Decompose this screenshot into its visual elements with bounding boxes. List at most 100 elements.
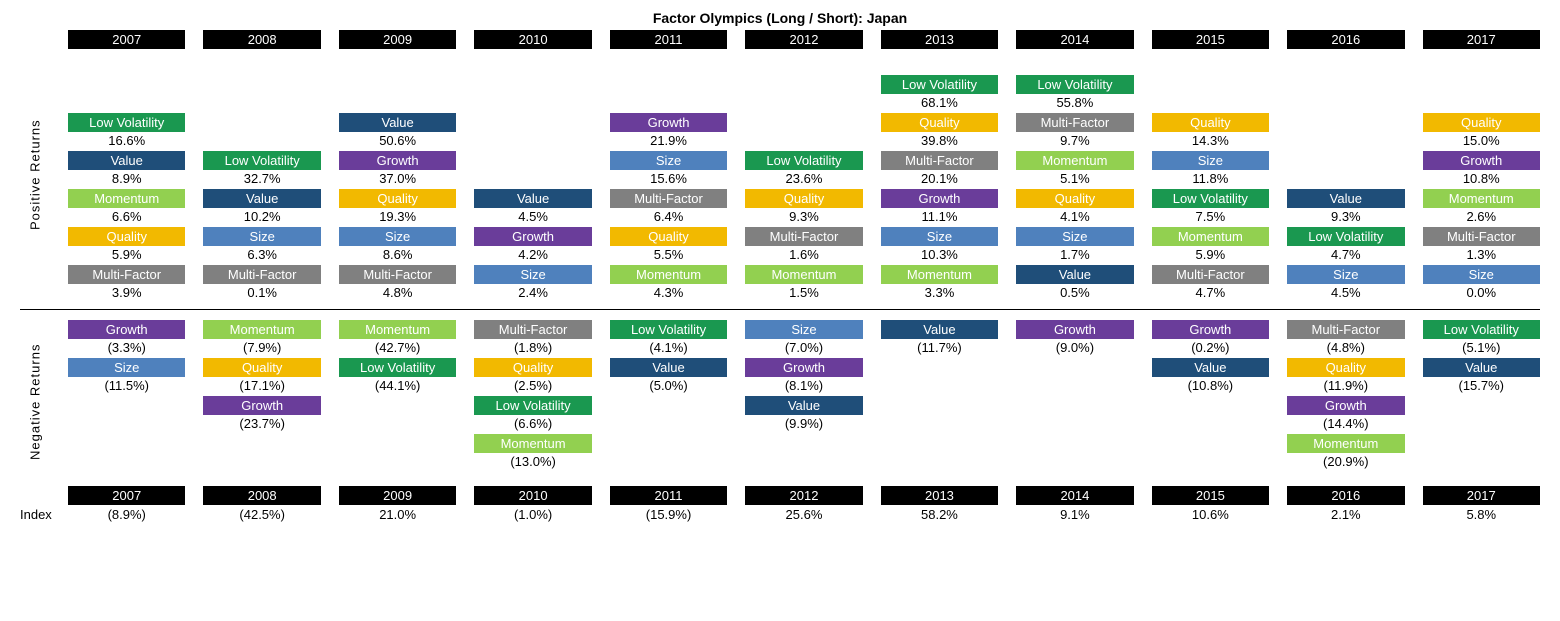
factor-pill: Size [881,227,998,246]
factor-pill: Quality [203,358,320,377]
negative-returns-label: Negative Returns [20,318,50,486]
factor-cell: Multi-Factor3.9% [68,265,185,301]
factor-cell: Low Volatility23.6% [745,151,862,187]
factor-value: 8.9% [68,170,185,187]
factor-cell: Multi-Factor0.1% [203,265,320,301]
factor-pill: Size [68,358,185,377]
factor-value: (9.0%) [1016,339,1133,356]
year-footer: 2010 [474,486,591,505]
factor-value: (11.9%) [1287,377,1404,394]
factor-cell: Value8.9% [68,151,185,187]
factor-pill: Growth [474,227,591,246]
factor-pill: Momentum [610,265,727,284]
section-divider [20,309,1540,310]
factor-value: 10.3% [881,246,998,263]
factor-value: 9.7% [1016,132,1133,149]
factor-pill: Multi-Factor [1152,265,1269,284]
factor-value: (23.7%) [203,415,320,432]
factor-cell: Value(5.0%) [610,358,727,394]
factor-pill: Multi-Factor [610,189,727,208]
factor-pill: Low Volatility [339,358,456,377]
factor-cell: Momentum3.3% [881,265,998,301]
factor-value: 39.8% [881,132,998,149]
factor-pill: Multi-Factor [203,265,320,284]
factor-cell: Momentum2.6% [1423,189,1540,225]
factor-value: 11.1% [881,208,998,225]
factor-cell: Low Volatility7.5% [1152,189,1269,225]
year-footer: 2008 [203,486,320,505]
factor-cell: Size(11.5%) [68,358,185,394]
factor-cell: Multi-Factor20.1% [881,151,998,187]
factor-value: (2.5%) [474,377,591,394]
factor-cell: Multi-Factor4.7% [1152,265,1269,301]
year-footer: 2016 [1287,486,1404,505]
factor-cell: Value4.5% [474,189,591,225]
factor-pill: Size [1287,265,1404,284]
factor-value: 1.6% [745,246,862,263]
factor-value: 32.7% [203,170,320,187]
factor-pill: Growth [881,189,998,208]
year-footer: 2009 [339,486,456,505]
factor-cell: Value(11.7%) [881,320,998,356]
factor-pill: Value [1016,265,1133,284]
factor-cell: Low Volatility16.6% [68,113,185,149]
factor-cell: Size2.4% [474,265,591,301]
negative-column: Size(7.0%)Growth(8.1%)Value(9.9%) [745,318,862,486]
factor-value: (11.7%) [881,339,998,356]
factor-pill: Growth [745,358,862,377]
factor-cell: Growth4.2% [474,227,591,263]
factor-pill: Momentum [1152,227,1269,246]
factor-value: (9.9%) [745,415,862,432]
factor-pill: Quality [339,189,456,208]
factor-value: (44.1%) [339,377,456,394]
factor-cell: Low Volatility55.8% [1016,75,1133,111]
factor-pill: Growth [1423,151,1540,170]
year-header: 2017 [1423,30,1540,49]
factor-cell: Value10.2% [203,189,320,225]
factor-cell: Quality(11.9%) [1287,358,1404,394]
factor-pill: Low Volatility [1152,189,1269,208]
factor-cell: Multi-Factor1.3% [1423,227,1540,263]
factor-cell: Momentum1.5% [745,265,862,301]
factor-pill: Value [1423,358,1540,377]
factor-cell: Low Volatility4.7% [1287,227,1404,263]
index-value: 21.0% [339,505,456,522]
factor-cell: Growth(3.3%) [68,320,185,356]
positive-column: Value50.6%Growth37.0%Quality19.3%Size8.6… [339,49,456,301]
factor-cell: Value(9.9%) [745,396,862,432]
factor-pill: Growth [610,113,727,132]
factor-cell: Size6.3% [203,227,320,263]
factor-pill: Quality [881,113,998,132]
factor-pill: Quality [1287,358,1404,377]
factor-value: 5.5% [610,246,727,263]
factor-pill: Momentum [339,320,456,339]
year-header: 2014 [1016,30,1133,49]
index-value: (42.5%) [203,505,320,522]
factor-value: 1.5% [745,284,862,301]
factor-cell: Size1.7% [1016,227,1133,263]
factor-pill: Quality [1423,113,1540,132]
factor-pill: Growth [203,396,320,415]
factor-pill: Momentum [881,265,998,284]
factor-pill: Low Volatility [1016,75,1133,94]
factor-cell: Momentum5.1% [1016,151,1133,187]
factor-value: 4.5% [1287,284,1404,301]
factor-pill: Low Volatility [1287,227,1404,246]
factor-cell: Multi-Factor4.8% [339,265,456,301]
factor-pill: Momentum [1016,151,1133,170]
factor-cell: Growth11.1% [881,189,998,225]
negative-column: Growth(0.2%)Value(10.8%) [1152,318,1269,486]
factor-value: 23.6% [745,170,862,187]
factor-value: 20.1% [881,170,998,187]
factor-value: 3.9% [68,284,185,301]
factor-cell: Momentum6.6% [68,189,185,225]
factor-pill: Multi-Factor [1287,320,1404,339]
factor-cell: Size11.8% [1152,151,1269,187]
factor-cell: Momentum(20.9%) [1287,434,1404,470]
factor-pill: Size [1016,227,1133,246]
factor-value: 8.6% [339,246,456,263]
factor-value: 5.9% [1152,246,1269,263]
factor-value: (11.5%) [68,377,185,394]
factor-pill: Quality [745,189,862,208]
factor-value: (20.9%) [1287,453,1404,470]
